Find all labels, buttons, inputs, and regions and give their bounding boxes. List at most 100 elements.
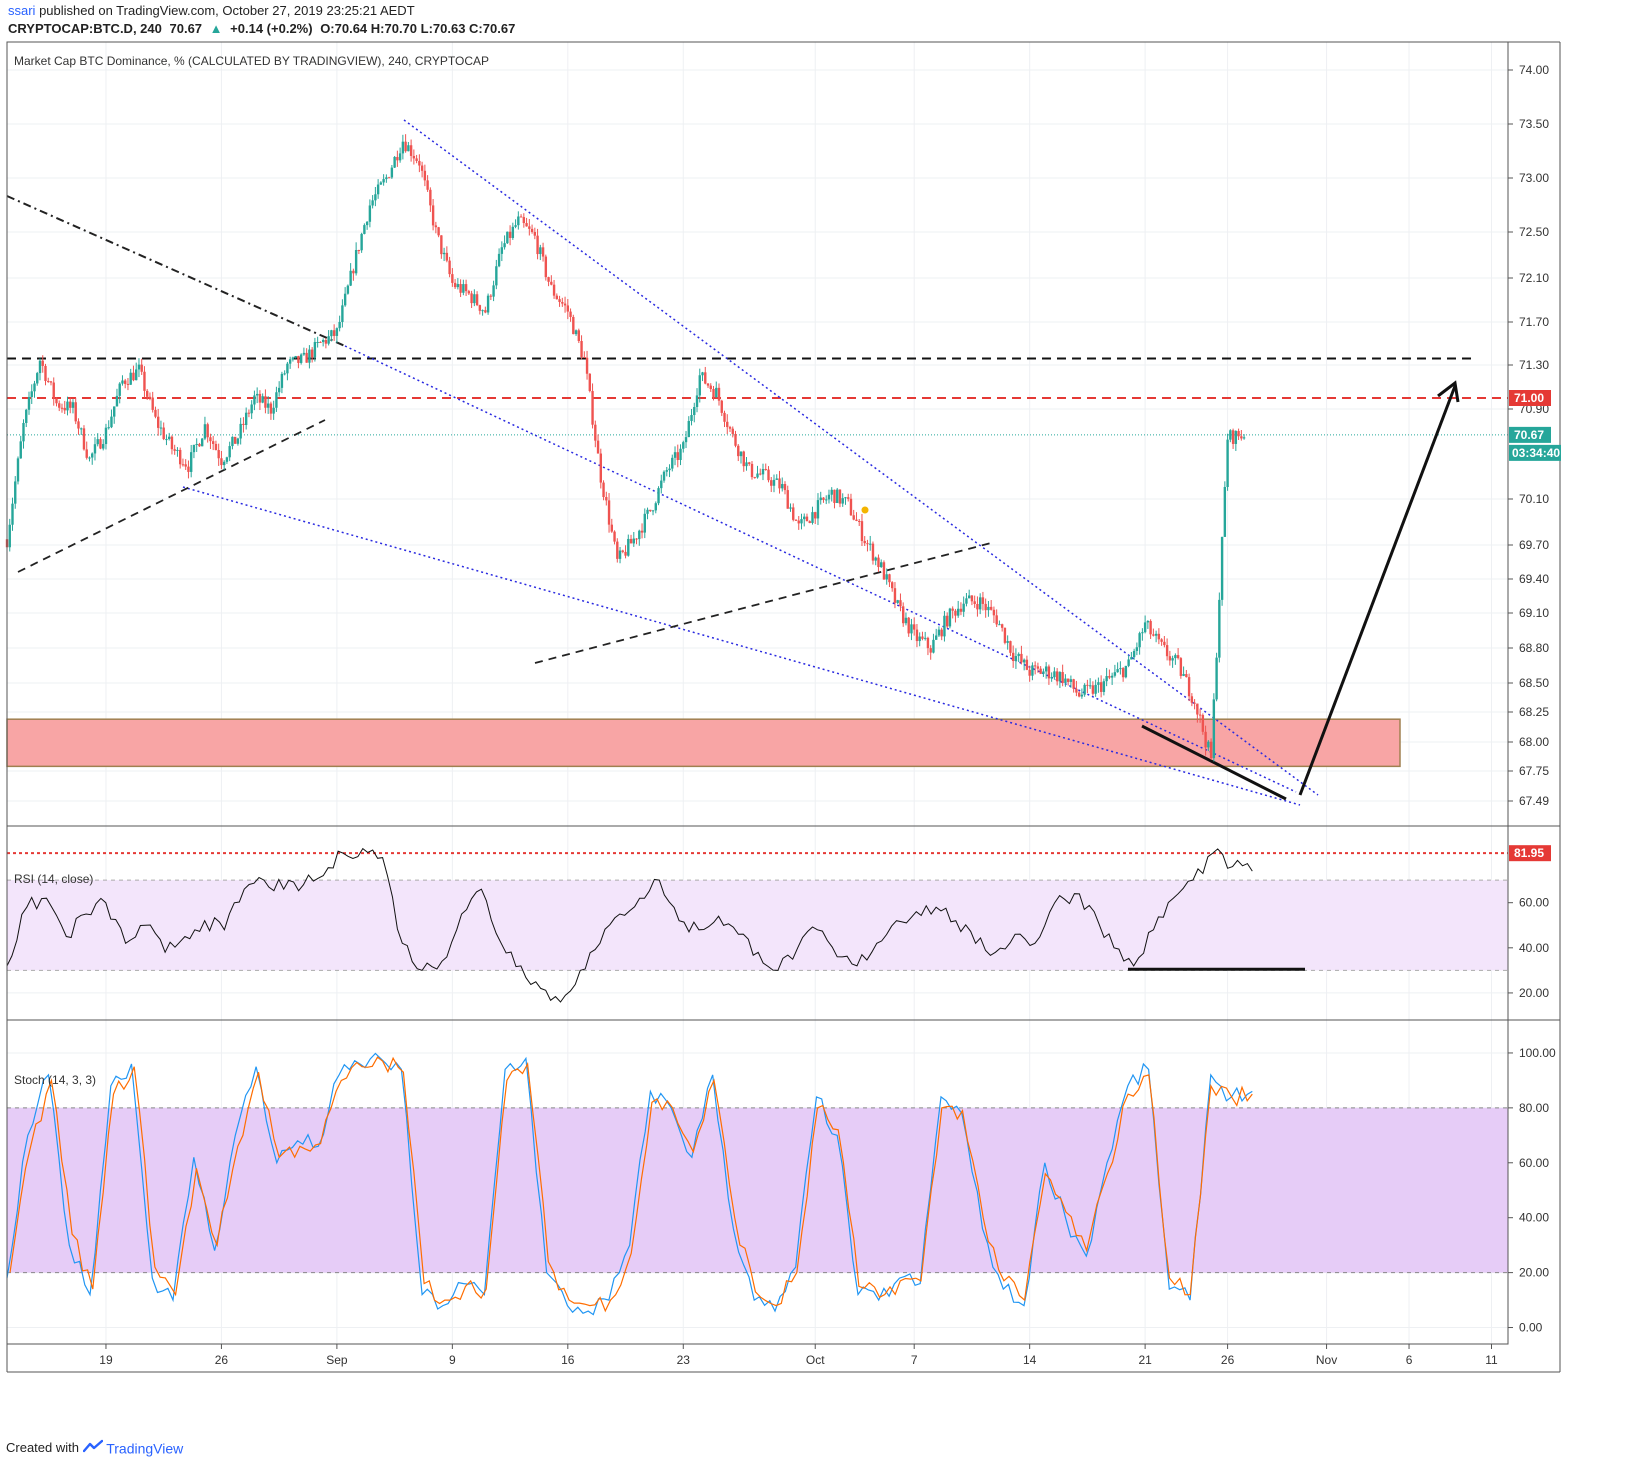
stoch-k-line	[6, 1052, 1253, 1316]
candle-body	[737, 445, 740, 457]
candle-body	[1105, 676, 1108, 682]
arrowhead	[1437, 380, 1460, 403]
candle-body	[687, 420, 690, 438]
candle-body	[1149, 620, 1152, 635]
candle-body	[1050, 677, 1053, 679]
candle-body	[759, 473, 762, 475]
candle-body	[167, 436, 171, 440]
candle-body	[165, 439, 168, 441]
candle-body	[970, 595, 974, 602]
candle-body	[1094, 684, 1097, 694]
candle-body	[599, 453, 603, 483]
candle-body	[998, 624, 1001, 626]
candle-body	[297, 355, 300, 363]
stoch-axis[interactable]: 100.00 80.00 60.00 40.00 20.00 0.00	[1508, 1046, 1556, 1335]
candle-body	[1196, 703, 1199, 715]
candle-body	[1006, 641, 1009, 643]
x-tick-label: 21	[1138, 1353, 1152, 1367]
candle-body	[1011, 652, 1015, 662]
y-tick-label: 73.50	[1519, 117, 1549, 131]
candle-body	[151, 397, 154, 410]
candle-body	[635, 538, 638, 540]
candle-body	[1234, 430, 1238, 444]
candle-body	[1157, 633, 1161, 640]
candle-body	[173, 449, 176, 451]
rsi-line	[6, 847, 1253, 1003]
candle-body	[1174, 655, 1177, 659]
candle-body	[423, 170, 427, 181]
candle-body	[621, 550, 624, 552]
candle-body	[866, 543, 869, 545]
candle-body	[390, 167, 394, 178]
rsi-axis[interactable]: 60.00 40.00 20.00	[1508, 896, 1549, 1000]
candle-body	[275, 392, 278, 408]
y-tick-label: 73.00	[1519, 171, 1549, 185]
candle-body	[41, 360, 44, 366]
candle-body	[978, 597, 982, 610]
candle-body	[770, 480, 773, 486]
candle-body	[899, 600, 902, 607]
author-link[interactable]: ssari	[8, 3, 36, 18]
candle-body	[310, 349, 314, 358]
candle-body	[805, 516, 809, 522]
symbol-label[interactable]: CRYPTOCAP:BTC.D, 240	[8, 21, 162, 36]
x-tick-label: 7	[911, 1353, 918, 1367]
candle-body	[181, 464, 185, 466]
price-axis[interactable]: 74.0073.5073.0072.5072.1071.7071.3070.90…	[1508, 63, 1549, 808]
stoch-tick-label: 20.00	[1519, 1266, 1549, 1280]
candle-body	[456, 284, 460, 288]
candle-body	[148, 396, 152, 398]
rsi-tick-label: 20.00	[1519, 986, 1549, 1000]
candle-body	[1226, 439, 1229, 488]
price-pane-title: Market Cap BTC Dominance, % (CALCULATED …	[14, 54, 489, 68]
candle-body	[500, 247, 504, 254]
candle-body	[539, 247, 542, 255]
candle-body	[206, 424, 209, 438]
candle-body	[536, 235, 539, 255]
candle-body	[1223, 487, 1227, 537]
candle-body	[1061, 672, 1064, 683]
candle-body	[1031, 665, 1034, 676]
candle-body	[338, 321, 341, 329]
candle-body	[393, 156, 396, 168]
candle-body	[11, 503, 14, 525]
candle-body	[198, 443, 201, 447]
tradingview-brand[interactable]: TradingView	[106, 1440, 184, 1457]
candle-body	[1135, 647, 1139, 651]
candle-body	[387, 177, 391, 179]
candle-body	[671, 457, 674, 469]
y-tick-label: 72.50	[1519, 225, 1549, 239]
candle-body	[618, 550, 622, 559]
y-tick-label: 68.80	[1519, 641, 1549, 655]
candle-body	[115, 395, 119, 407]
candle-body	[126, 383, 130, 385]
candle-body	[767, 469, 770, 481]
candle-body	[129, 372, 132, 385]
candle-body	[228, 446, 231, 458]
candle-body	[244, 412, 248, 425]
candle-body	[346, 285, 350, 294]
candle-body	[756, 473, 759, 478]
candle-body	[772, 479, 776, 486]
candle-body	[462, 284, 465, 293]
candle-body	[855, 519, 858, 521]
stoch-d-line	[9, 1056, 1253, 1313]
candle-body	[632, 538, 635, 544]
candle-body	[170, 436, 174, 450]
candle-body	[1053, 671, 1056, 678]
candle-body	[319, 342, 322, 344]
y-tick-label: 71.70	[1519, 315, 1549, 329]
candle-body	[434, 225, 438, 228]
candle-body	[8, 524, 11, 548]
candle-body	[1088, 685, 1092, 687]
candle-body	[135, 369, 138, 381]
stoch-band-fill	[7, 1107, 1508, 1273]
candle-body	[49, 381, 53, 383]
candle-body	[533, 231, 537, 236]
stoch-band	[7, 1107, 1508, 1274]
time-axis[interactable]: 19 26 Sep 9 16 23 Oct 7 14 21 26 Nov 6 11	[99, 1344, 1498, 1367]
svg-text:03:34:40: 03:34:40	[1512, 446, 1560, 460]
candle-body	[902, 606, 905, 624]
candle-body	[607, 500, 611, 525]
